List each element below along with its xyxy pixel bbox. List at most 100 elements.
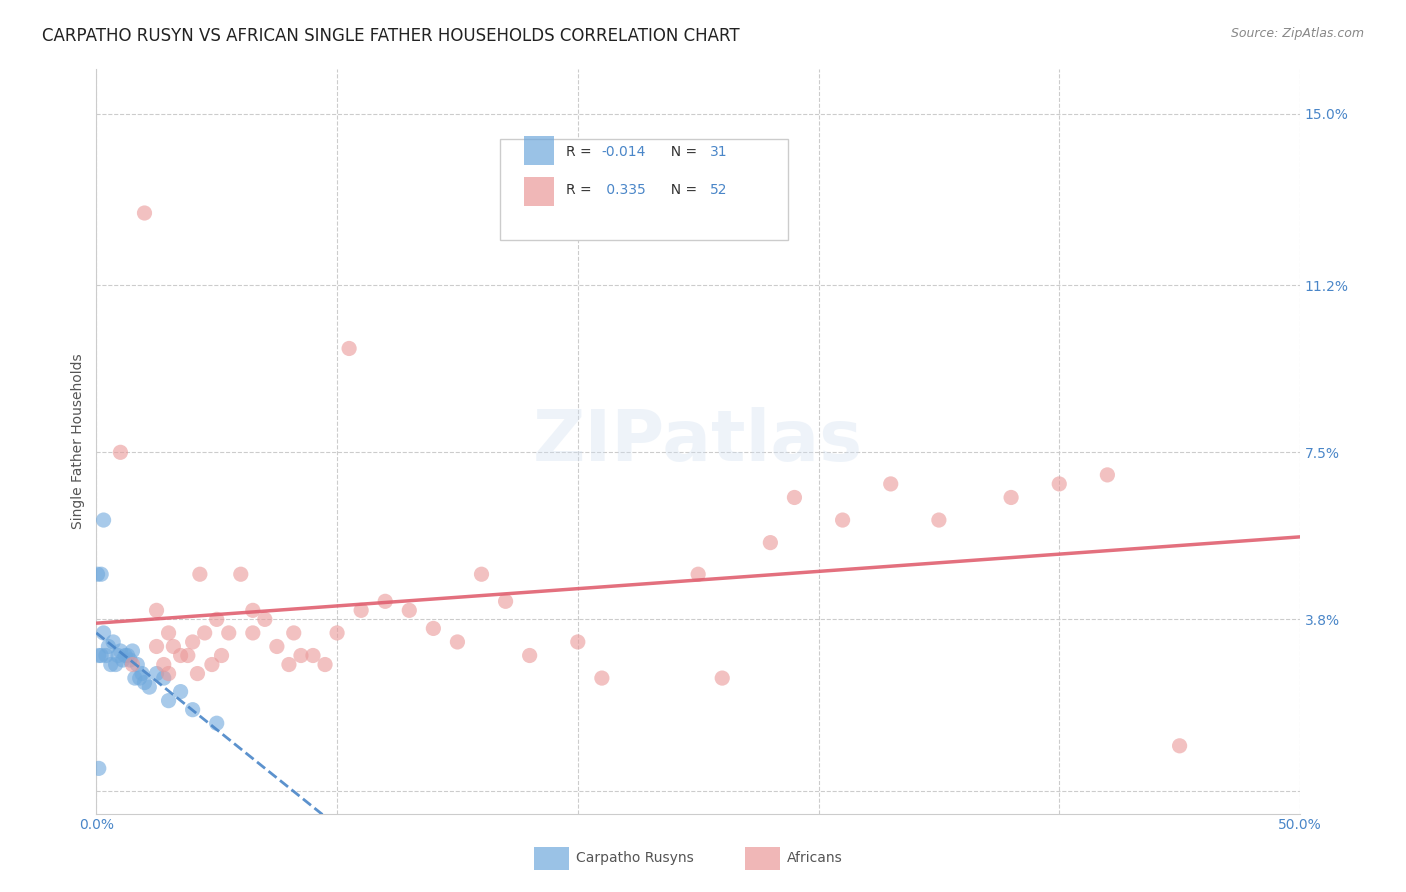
- Point: [470, 567, 492, 582]
- Point: [94, 648, 117, 663]
- Text: -0.014: -0.014: [602, 145, 647, 159]
- Point: [131, 666, 153, 681]
- Point: [283, 626, 305, 640]
- Point: [314, 657, 336, 672]
- Point: [104, 657, 127, 672]
- Point: [880, 477, 903, 491]
- FancyBboxPatch shape: [523, 136, 554, 165]
- Text: N =: N =: [662, 183, 702, 196]
- Text: R =: R =: [565, 183, 596, 196]
- Point: [152, 657, 174, 672]
- Point: [152, 671, 174, 685]
- Point: [87, 761, 110, 775]
- Point: [121, 644, 143, 658]
- Point: [374, 594, 396, 608]
- Point: [157, 693, 180, 707]
- Point: [117, 648, 139, 663]
- Point: [100, 657, 122, 672]
- Point: [398, 603, 420, 617]
- Point: [87, 648, 110, 663]
- Point: [688, 567, 710, 582]
- Point: [277, 657, 299, 672]
- Point: [290, 648, 312, 663]
- Point: [326, 626, 349, 640]
- Text: Carpatho Rusyns: Carpatho Rusyns: [576, 851, 695, 865]
- Point: [186, 666, 208, 681]
- Point: [169, 648, 191, 663]
- Point: [103, 635, 125, 649]
- Text: Source: ZipAtlas.com: Source: ZipAtlas.com: [1230, 27, 1364, 40]
- Point: [111, 653, 134, 667]
- Point: [181, 635, 204, 649]
- Point: [134, 675, 156, 690]
- Point: [177, 648, 200, 663]
- Point: [205, 716, 228, 731]
- Point: [107, 648, 129, 663]
- Point: [350, 603, 373, 617]
- Point: [145, 640, 167, 654]
- Point: [759, 535, 782, 549]
- Point: [90, 648, 112, 663]
- FancyBboxPatch shape: [523, 177, 554, 206]
- Point: [145, 603, 167, 617]
- Point: [93, 626, 115, 640]
- Text: 52: 52: [710, 183, 728, 196]
- Point: [1000, 491, 1022, 505]
- Point: [711, 671, 734, 685]
- Point: [831, 513, 853, 527]
- Point: [93, 513, 115, 527]
- Point: [127, 657, 149, 672]
- Point: [211, 648, 233, 663]
- Text: 0.335: 0.335: [602, 183, 645, 196]
- Point: [567, 635, 589, 649]
- Point: [181, 703, 204, 717]
- Text: R =: R =: [565, 145, 596, 159]
- Point: [928, 513, 950, 527]
- Text: ZIPatlas: ZIPatlas: [533, 407, 863, 475]
- Point: [783, 491, 806, 505]
- Point: [218, 626, 240, 640]
- Point: [422, 621, 444, 635]
- Point: [138, 680, 160, 694]
- Point: [302, 648, 325, 663]
- Point: [169, 684, 191, 698]
- Point: [188, 567, 211, 582]
- Point: [495, 594, 517, 608]
- Point: [121, 657, 143, 672]
- Point: [134, 206, 156, 220]
- Point: [1168, 739, 1191, 753]
- Point: [124, 671, 146, 685]
- Point: [97, 640, 120, 654]
- Point: [90, 567, 112, 582]
- Point: [157, 626, 180, 640]
- Point: [1047, 477, 1070, 491]
- Point: [337, 342, 360, 356]
- Point: [266, 640, 288, 654]
- Point: [110, 445, 132, 459]
- Point: [205, 612, 228, 626]
- Point: [446, 635, 468, 649]
- Point: [114, 648, 136, 663]
- Y-axis label: Single Father Households: Single Father Households: [72, 353, 86, 529]
- FancyBboxPatch shape: [499, 139, 789, 240]
- Point: [145, 666, 167, 681]
- Text: 31: 31: [710, 145, 728, 159]
- Text: CARPATHO RUSYN VS AFRICAN SINGLE FATHER HOUSEHOLDS CORRELATION CHART: CARPATHO RUSYN VS AFRICAN SINGLE FATHER …: [42, 27, 740, 45]
- Point: [519, 648, 541, 663]
- Point: [242, 626, 264, 640]
- Point: [128, 671, 150, 685]
- Point: [229, 567, 252, 582]
- Point: [157, 666, 180, 681]
- Text: N =: N =: [662, 145, 702, 159]
- Text: Africans: Africans: [787, 851, 844, 865]
- Point: [253, 612, 276, 626]
- Point: [118, 653, 141, 667]
- Point: [194, 626, 217, 640]
- Point: [86, 567, 108, 582]
- Point: [110, 644, 132, 658]
- Point: [591, 671, 613, 685]
- Point: [242, 603, 264, 617]
- Point: [1097, 467, 1119, 482]
- Point: [201, 657, 224, 672]
- Point: [162, 640, 184, 654]
